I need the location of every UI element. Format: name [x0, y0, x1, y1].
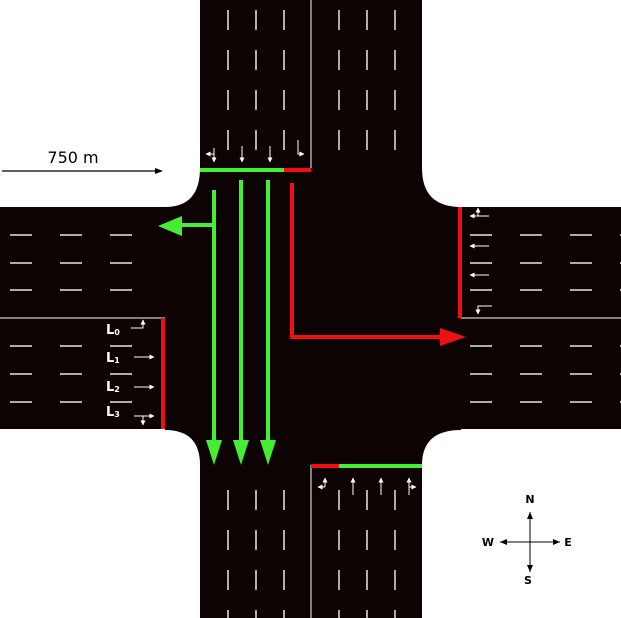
right-turn-arrow: [290, 183, 442, 339]
lane-arrow-left: [475, 305, 492, 315]
through-arrowhead-2: [233, 440, 249, 465]
scale-label: 750 m: [47, 148, 98, 167]
right-turn-arrowhead: [440, 328, 466, 346]
lane-arrow-left: [131, 319, 146, 329]
lane-label-0: L0: [106, 323, 120, 338]
lane-label-3: L3: [106, 405, 120, 420]
compass-label-west: W: [482, 536, 494, 549]
lane-markings: [10, 10, 621, 618]
left-turn-arrowhead: [158, 216, 182, 236]
compass-label-east: E: [564, 536, 572, 549]
compass-label-south: S: [524, 574, 532, 587]
through-arrowhead-1: [206, 440, 222, 465]
lane-labels: L0 L1 L2 L3: [106, 323, 120, 420]
lane-label-1: L1: [106, 351, 120, 366]
intersection-box: [165, 168, 461, 465]
lane-direction-arrows: [131, 140, 492, 495]
stop-lines: [161, 168, 462, 468]
compass: N S E W: [482, 493, 572, 587]
compass-label-north: N: [525, 493, 534, 506]
scale-bar: 750 m: [2, 148, 163, 174]
movement-arrows: [158, 180, 466, 465]
lane-label-2: L2: [106, 380, 120, 395]
through-arrowhead-3: [260, 440, 276, 465]
lane-arrow-right: [297, 140, 305, 157]
